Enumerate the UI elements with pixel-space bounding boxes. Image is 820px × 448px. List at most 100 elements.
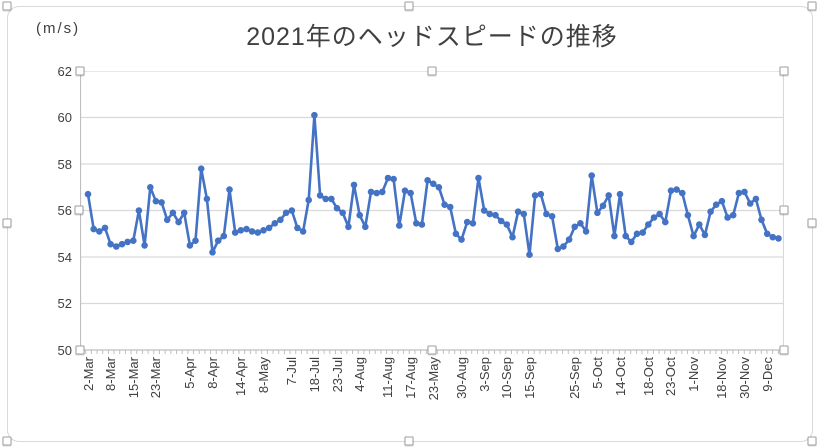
data-point-marker[interactable] bbox=[571, 223, 578, 231]
data-point-marker[interactable] bbox=[746, 200, 754, 207]
data-point-marker[interactable] bbox=[345, 223, 352, 231]
data-point-marker[interactable] bbox=[288, 207, 296, 214]
data-point-marker[interactable] bbox=[333, 204, 341, 212]
data-point-marker[interactable] bbox=[158, 199, 165, 206]
data-point-marker[interactable] bbox=[226, 186, 233, 193]
selection-handle[interactable] bbox=[404, 1, 414, 11]
selection-handle[interactable] bbox=[807, 1, 817, 11]
data-point-marker[interactable] bbox=[220, 232, 228, 240]
data-point-marker[interactable] bbox=[543, 210, 550, 218]
data-point-marker[interactable] bbox=[503, 221, 511, 228]
data-point-marker[interactable] bbox=[328, 195, 335, 203]
data-point-marker[interactable] bbox=[265, 224, 273, 232]
data-point-marker[interactable] bbox=[480, 207, 488, 214]
data-point-marker[interactable] bbox=[339, 209, 347, 217]
data-point-marker[interactable] bbox=[497, 217, 505, 225]
data-point-marker[interactable] bbox=[373, 189, 381, 197]
data-point-marker[interactable] bbox=[469, 220, 477, 227]
data-point-marker[interactable] bbox=[729, 211, 737, 219]
data-point-marker[interactable] bbox=[577, 220, 584, 227]
data-point-marker[interactable] bbox=[712, 201, 720, 208]
selection-handle[interactable] bbox=[427, 66, 437, 76]
data-point-marker[interactable] bbox=[135, 207, 143, 214]
data-point-marker[interactable] bbox=[294, 224, 301, 232]
data-point-marker[interactable] bbox=[565, 236, 573, 243]
data-point-marker[interactable] bbox=[582, 228, 590, 235]
data-point-marker[interactable] bbox=[639, 229, 646, 236]
selection-handle[interactable] bbox=[2, 1, 12, 11]
data-point-marker[interactable] bbox=[322, 195, 329, 203]
data-point-marker[interactable] bbox=[560, 243, 567, 250]
data-point-marker[interactable] bbox=[379, 188, 386, 196]
data-point-marker[interactable] bbox=[656, 210, 663, 218]
data-point-marker[interactable] bbox=[679, 189, 686, 197]
data-point-marker[interactable] bbox=[526, 251, 533, 258]
plot-area[interactable] bbox=[80, 71, 784, 356]
data-point-marker[interactable] bbox=[124, 238, 131, 246]
data-point-marker[interactable] bbox=[147, 184, 154, 191]
data-point-marker[interactable] bbox=[628, 238, 635, 246]
data-point-marker[interactable] bbox=[458, 236, 465, 243]
data-point-marker[interactable] bbox=[118, 240, 126, 248]
data-point-marker[interactable] bbox=[673, 186, 680, 193]
data-point-marker[interactable] bbox=[724, 214, 731, 221]
data-point-marker[interactable] bbox=[492, 211, 499, 219]
selection-handle[interactable] bbox=[807, 218, 817, 228]
data-point-marker[interactable] bbox=[611, 232, 618, 240]
selection-handle[interactable] bbox=[74, 205, 84, 215]
data-point-marker[interactable] bbox=[214, 237, 222, 244]
data-point-marker[interactable] bbox=[243, 225, 250, 233]
selection-handle[interactable] bbox=[807, 436, 817, 446]
data-point-marker[interactable] bbox=[418, 221, 426, 228]
data-point-marker[interactable] bbox=[152, 197, 160, 205]
data-point-marker[interactable] bbox=[430, 180, 437, 188]
data-point-marker[interactable] bbox=[446, 203, 454, 211]
data-point-marker[interactable] bbox=[384, 174, 392, 182]
data-point-marker[interactable] bbox=[175, 218, 182, 226]
data-point-marker[interactable] bbox=[299, 228, 307, 235]
data-point-marker[interactable] bbox=[101, 224, 109, 232]
data-point-marker[interactable] bbox=[130, 237, 137, 244]
selection-handle[interactable] bbox=[779, 205, 789, 215]
data-point-marker[interactable] bbox=[413, 220, 420, 227]
data-point-marker[interactable] bbox=[260, 227, 267, 234]
data-point-marker[interactable] bbox=[735, 189, 743, 197]
data-point-marker[interactable] bbox=[684, 211, 692, 219]
data-point-marker[interactable] bbox=[107, 240, 114, 248]
data-point-marker[interactable] bbox=[407, 189, 414, 197]
data-point-marker[interactable] bbox=[599, 202, 607, 210]
data-point-marker[interactable] bbox=[311, 111, 318, 119]
data-point-marker[interactable] bbox=[752, 195, 760, 203]
data-point-marker[interactable] bbox=[531, 192, 539, 199]
data-point-marker[interactable] bbox=[509, 233, 516, 241]
data-point-marker[interactable] bbox=[192, 237, 199, 244]
data-point-marker[interactable] bbox=[486, 210, 494, 218]
data-point-marker[interactable] bbox=[169, 209, 177, 217]
data-point-marker[interactable] bbox=[435, 184, 443, 191]
data-point-marker[interactable] bbox=[554, 245, 562, 253]
data-point-marker[interactable] bbox=[452, 230, 460, 238]
data-point-marker[interactable] bbox=[633, 230, 641, 238]
selection-handle[interactable] bbox=[779, 345, 789, 355]
data-point-marker[interactable] bbox=[90, 225, 97, 233]
data-point-marker[interactable] bbox=[186, 242, 194, 249]
data-point-marker[interactable] bbox=[203, 195, 211, 203]
data-point-marker[interactable] bbox=[254, 229, 262, 236]
data-point-marker[interactable] bbox=[622, 232, 629, 240]
data-point-marker[interactable] bbox=[548, 213, 556, 220]
data-point-marker[interactable] bbox=[305, 196, 312, 204]
data-point-marker[interactable] bbox=[390, 175, 397, 183]
data-point-marker[interactable] bbox=[741, 188, 748, 196]
data-point-marker[interactable] bbox=[520, 210, 528, 218]
data-point-marker[interactable] bbox=[96, 228, 103, 235]
selection-handle[interactable] bbox=[75, 345, 85, 355]
data-point-marker[interactable] bbox=[362, 223, 369, 231]
data-point-marker[interactable] bbox=[316, 192, 324, 199]
data-point-marker[interactable] bbox=[231, 229, 239, 236]
data-point-marker[interactable] bbox=[690, 232, 697, 240]
data-point-marker[interactable] bbox=[197, 165, 205, 172]
data-point-marker[interactable] bbox=[605, 192, 612, 199]
data-point-marker[interactable] bbox=[463, 218, 471, 226]
data-point-marker[interactable] bbox=[707, 208, 714, 215]
